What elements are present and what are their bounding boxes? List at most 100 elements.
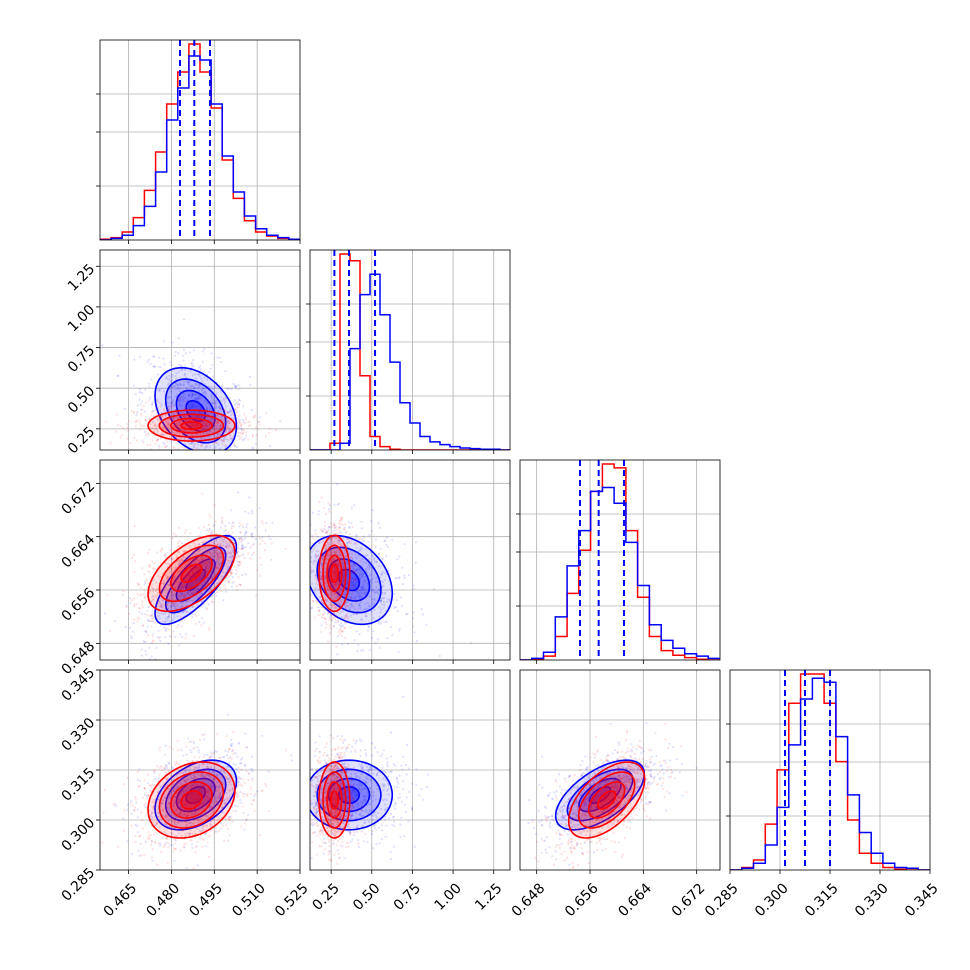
scatter-point — [229, 421, 232, 424]
scatter-point — [195, 622, 198, 625]
scatter-point — [314, 576, 318, 580]
scatter-point — [144, 650, 147, 653]
scatter-point — [179, 560, 182, 563]
scatter-point — [214, 414, 218, 417]
scatter-point — [238, 561, 241, 564]
panel-frame — [309, 249, 511, 451]
scatter-point — [169, 413, 172, 416]
scatter-point — [149, 362, 152, 365]
scatter-point — [337, 590, 340, 593]
scatter-point — [191, 384, 194, 387]
scatter-point — [220, 424, 223, 427]
scatter-point — [296, 562, 298, 564]
scatter-point — [136, 404, 139, 407]
scatter-point — [242, 404, 245, 407]
scatter-point — [212, 552, 215, 555]
scatter-point — [342, 569, 345, 572]
scatter-point — [201, 584, 204, 587]
scatter-point — [225, 463, 227, 465]
scatter-point — [331, 616, 334, 619]
scatter-point — [205, 571, 209, 574]
scatter-point — [165, 573, 168, 576]
scatter-point — [197, 456, 199, 458]
scatter-point — [205, 567, 208, 570]
scatter-point — [221, 770, 224, 773]
scatter-point — [130, 409, 133, 412]
scatter-point — [343, 617, 346, 620]
scatter-point — [315, 599, 318, 602]
scatter-point — [379, 576, 382, 579]
scatter-point — [319, 596, 322, 599]
scatter-point — [320, 558, 323, 561]
scatter-point — [355, 590, 358, 593]
scatter-point — [134, 420, 137, 423]
scatter-point — [181, 542, 184, 545]
scatter-point — [225, 558, 228, 562]
scatter-point — [340, 610, 343, 614]
scatter-point — [192, 572, 195, 575]
scatter-point — [179, 568, 183, 571]
scatter-point — [184, 815, 187, 818]
scatter-point — [180, 810, 183, 813]
scatter-point — [183, 770, 186, 773]
scatter-point — [331, 591, 334, 594]
scatter-point — [326, 556, 329, 559]
scatter-point — [328, 525, 331, 528]
scatter-point — [339, 531, 342, 534]
scatter-point — [200, 437, 203, 440]
scatter-point — [416, 639, 419, 643]
scatter-point — [320, 562, 323, 565]
scatter-point — [162, 434, 165, 437]
scatter-point — [332, 557, 335, 561]
scatter-point — [241, 544, 244, 547]
scatter-point — [202, 570, 205, 573]
scatter-point — [254, 442, 257, 445]
scatter-point — [311, 537, 314, 540]
scatter-point — [136, 617, 139, 620]
scatter-point — [219, 578, 222, 581]
scatter-point — [183, 550, 186, 553]
scatter-point — [372, 630, 375, 633]
scatter-point — [313, 548, 316, 551]
scatter-point — [331, 540, 334, 543]
scatter-point — [350, 552, 353, 555]
scatter-point — [327, 588, 330, 591]
scatter-point — [383, 540, 386, 543]
scatter-point — [155, 407, 158, 410]
scatter-point — [159, 401, 162, 404]
scatter-point — [210, 352, 213, 355]
scatter-point — [343, 578, 346, 581]
scatter-point — [179, 383, 182, 386]
scatter-point — [237, 576, 240, 579]
scatter-point — [220, 575, 223, 578]
scatter-point — [180, 558, 183, 561]
scatter-point — [355, 534, 358, 537]
scatter-point — [241, 547, 244, 550]
scatter-point — [228, 422, 231, 425]
scatter-point — [213, 504, 216, 507]
scatter-point — [341, 582, 344, 585]
scatter-point — [344, 622, 347, 625]
scatter-point — [340, 630, 343, 633]
scatter-point — [330, 526, 333, 529]
scatter-point — [320, 578, 323, 581]
scatter-point — [160, 548, 163, 551]
scatter-point — [356, 649, 359, 653]
scatter-point — [313, 591, 317, 594]
scatter-point — [160, 802, 163, 805]
scatter-point — [205, 567, 208, 571]
scatter-point — [144, 388, 147, 391]
scatter-point — [154, 589, 157, 593]
scatter-point — [331, 561, 334, 564]
scatter-point — [133, 597, 136, 600]
scatter-point — [244, 418, 247, 421]
scatter-point — [186, 538, 189, 541]
scatter-point — [167, 490, 169, 492]
scatter-point — [229, 436, 232, 439]
scatter-point — [317, 609, 320, 612]
scatter-point — [235, 569, 238, 572]
scatter-point — [306, 580, 308, 582]
scatter-point — [334, 551, 337, 554]
scatter-point — [203, 427, 206, 430]
scatter-point — [247, 552, 250, 555]
